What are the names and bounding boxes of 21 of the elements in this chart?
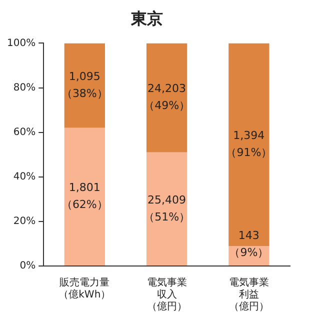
chart-title: 東京 — [130, 8, 163, 28]
bar — [146, 43, 188, 152]
data-label: 143 （9%） — [229, 228, 269, 259]
y-tick-label: 60% — [13, 126, 36, 138]
data-label: 24,203 （49%） — [144, 82, 190, 112]
x-tick-label: 電気事業収入（億円） — [146, 276, 187, 313]
y-tick-label: 20% — [13, 216, 36, 228]
bar — [64, 43, 105, 128]
data-label: 1,394 （91%） — [226, 128, 272, 159]
data-label: 1,095 （38%） — [61, 70, 108, 100]
bar — [228, 43, 270, 246]
y-tick-label: 0% — [20, 260, 36, 272]
x-tick-label: 販売電力量（億kWh） — [58, 276, 111, 301]
data-label: 25,409 （51%） — [144, 193, 190, 224]
bar — [64, 128, 105, 266]
y-tick-label: 80% — [13, 82, 36, 94]
y-tick-label: 40% — [13, 171, 36, 182]
x-tick-label: 電気事業利益（億円） — [228, 276, 269, 313]
y-tick-label: 100% — [6, 38, 36, 49]
data-label: 1,801 （62%） — [61, 181, 108, 212]
bar — [146, 152, 188, 266]
